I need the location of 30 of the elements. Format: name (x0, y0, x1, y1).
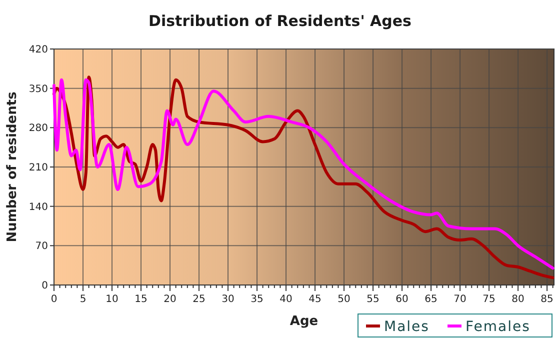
x-tick-label: 60 (396, 294, 408, 305)
x-tick-label: 85 (540, 294, 554, 305)
x-tick-label: 0 (50, 294, 58, 305)
y-tick-label: 70 (35, 241, 48, 252)
x-tick-label: 30 (222, 294, 234, 305)
x-tick-label: 15 (134, 294, 148, 305)
legend-label: Males (384, 319, 430, 335)
y-tick-label: 210 (28, 162, 48, 174)
x-tick-label: 75 (482, 294, 496, 305)
y-tick-label: 280 (28, 123, 48, 134)
x-tick-label: 10 (106, 294, 118, 305)
x-tick-label: 65 (424, 294, 438, 305)
x-tick-label: 70 (454, 294, 466, 305)
y-axis-title: Number of residents (5, 91, 20, 242)
y-tick-label: 140 (28, 202, 48, 213)
y-tick-label: 0 (42, 280, 48, 292)
x-tick-label: 25 (192, 294, 206, 305)
x-axis-title: Age (290, 314, 318, 329)
x-tick-label: 55 (366, 294, 380, 305)
legend-label: Females (466, 319, 530, 335)
x-tick-label: 35 (250, 294, 264, 305)
x-tick-label: 20 (164, 294, 176, 305)
y-tick-label: 350 (28, 84, 48, 95)
chart-title: Distribution of Residents' Ages (148, 12, 412, 30)
x-tick-label: 80 (512, 294, 524, 305)
y-tick-label: 420 (28, 44, 48, 56)
x-tick-label: 50 (338, 294, 350, 305)
x-tick-label: 40 (280, 294, 292, 305)
x-tick-label: 5 (80, 294, 86, 305)
x-tick-label: 45 (308, 294, 322, 305)
